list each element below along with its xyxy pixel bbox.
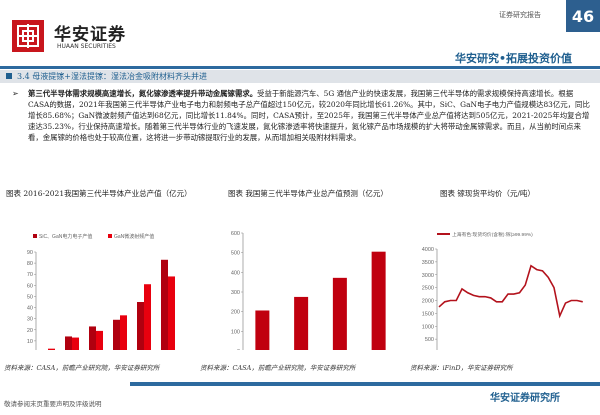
bar xyxy=(48,348,55,350)
y-tick-label: 500 xyxy=(425,337,434,343)
bar xyxy=(120,315,127,350)
body-paragraph: ➢ 第三代半导体需求规模高速增长，氮化镓渗透率提升带动金属镓需求。受益于新能源汽车… xyxy=(12,88,590,143)
y-tick-label: 3000 xyxy=(422,273,434,279)
y-tick-label: 10 xyxy=(27,339,33,345)
chart2: 01002003004005006002022E2023E2024E2025E xyxy=(231,231,386,350)
slogan: 华安研究•拓展投资价值 xyxy=(455,52,573,65)
logo xyxy=(12,20,44,52)
page-number: 46 xyxy=(566,0,600,32)
header-divider xyxy=(0,66,600,69)
chart2-source: 资料来源：CASA，前瞻产业研究院，华安证券研究所 xyxy=(200,364,356,372)
chart1-source: 资料来源：CASA，前瞻产业研究院，华安证券研究所 xyxy=(4,364,160,372)
footer-divider xyxy=(130,382,600,386)
y-tick-label: 200 xyxy=(231,310,240,316)
y-tick-label: 1000 xyxy=(422,324,434,330)
y-tick-label: 300 xyxy=(231,290,240,296)
y-tick-label: 500 xyxy=(231,251,240,257)
y-tick-label: 3500 xyxy=(422,260,434,266)
y-tick-label: 80 xyxy=(27,261,33,267)
legend-label: GaN微波射频产值 xyxy=(114,233,154,240)
chart3: 05001000150020002500300035004000上海有色:现货均… xyxy=(422,231,583,350)
chart1: 0102030405060708090SiC、GaN电力电子产值GaN微波射频产… xyxy=(27,233,175,350)
bar xyxy=(137,302,144,350)
bar xyxy=(168,276,175,350)
section-header: 3.4 母液提镓+湿法提镓：湿法冶金吸附材料齐头并进 xyxy=(0,70,600,83)
y-tick-label: 2500 xyxy=(422,286,434,292)
disclaimer: 敬请参阅末页重要声明及评级说明 xyxy=(4,400,102,408)
legend-swatch xyxy=(33,234,37,238)
y-tick-label: 90 xyxy=(27,250,33,256)
bar xyxy=(255,310,270,350)
report-type: 证券研究报告 xyxy=(499,11,541,19)
y-tick-label: 70 xyxy=(27,272,33,278)
bar xyxy=(144,284,151,350)
y-tick-label: 50 xyxy=(27,294,33,300)
legend-label: SiC、GaN电力电子产值 xyxy=(39,233,92,240)
y-tick-label: 1500 xyxy=(422,311,434,317)
y-tick-label: 4000 xyxy=(422,247,434,253)
y-tick-label: 40 xyxy=(27,306,33,312)
chart3-title: 图表 镓现货平均价（元/吨） xyxy=(440,189,535,198)
bar xyxy=(371,251,386,350)
y-tick-label: 20 xyxy=(27,328,33,334)
chart2-title: 图表 我国第三代半导体产业总产值预测（亿元） xyxy=(228,189,388,198)
bar xyxy=(294,296,309,350)
y-tick-label: 0 xyxy=(237,349,240,350)
y-tick-label: 100 xyxy=(231,329,240,335)
y-tick-label: 30 xyxy=(27,317,33,323)
brand-name-en: HUAAN SECURITIES xyxy=(57,43,116,50)
legend-label: 上海有色:现货均价(含税):镓(≥99.99%) xyxy=(452,231,533,238)
body-text: 受益于新能源汽车、5G 通信产业的快速发展，我国第三代半导体的需求规模保持高速增… xyxy=(28,89,590,142)
square-icon xyxy=(6,73,12,79)
footer-institute: 华安证券研究所 xyxy=(490,393,560,404)
chart3-source: 资料来源：iFinD，华安证券研究所 xyxy=(410,364,513,372)
legend-swatch xyxy=(108,234,112,238)
chart1-title: 图表 2016-2021我国第三代半导体产业总产值（亿元） xyxy=(6,189,192,198)
y-tick-label: 60 xyxy=(27,283,33,289)
price-line xyxy=(438,264,583,319)
bullet-arrow-icon: ➢ xyxy=(12,89,19,98)
y-tick-label: 400 xyxy=(231,270,240,276)
bar xyxy=(72,337,79,350)
lead-sentence: 第三代半导体需求规模高速增长，氮化镓渗透率提升带动金属镓需求。 xyxy=(28,89,258,98)
bar xyxy=(96,330,103,350)
bar xyxy=(65,336,72,350)
y-tick-label: 600 xyxy=(231,231,240,237)
brand-name: 华安证券 xyxy=(54,25,126,45)
bar xyxy=(161,259,168,350)
bar xyxy=(332,277,347,350)
y-tick-label: 2000 xyxy=(422,299,434,305)
bar xyxy=(89,326,96,350)
bar xyxy=(113,319,120,350)
section-title: 3.4 母液提镓+湿法提镓：湿法冶金吸附材料齐头并进 xyxy=(17,72,207,81)
